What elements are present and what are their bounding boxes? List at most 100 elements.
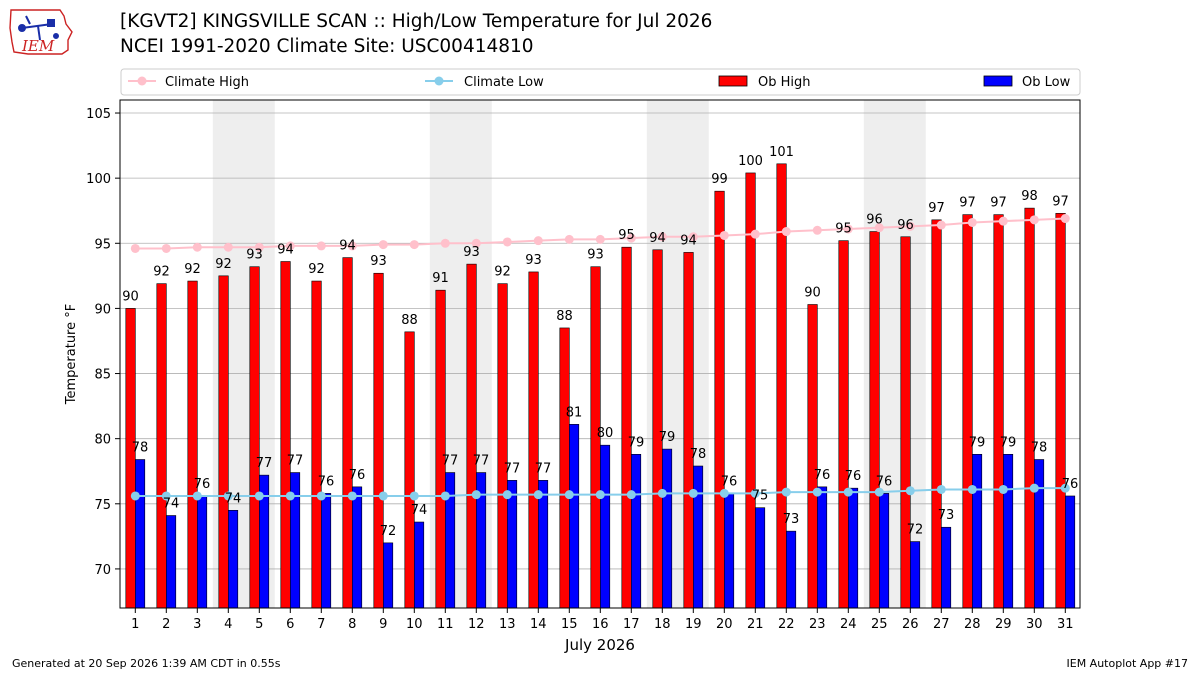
climate-low-marker [688,488,698,498]
climate-high-marker [533,236,543,246]
iem-logo: IEM [9,9,73,55]
legend-climate-high-marker [137,76,147,86]
ob-high-value-label: 93 [587,248,604,263]
x-tick-label: 9 [379,617,387,632]
climate-high-marker [595,234,605,244]
climate-high-marker [161,243,171,253]
legend-climate-high-label: Climate High [165,75,249,90]
ob-high-bar [931,219,942,609]
x-tick-label: 3 [193,617,201,632]
climate-low-marker [502,490,512,500]
ob-high-bar [497,283,508,609]
x-tick-label: 31 [1057,617,1074,632]
climate-high-marker [378,240,388,250]
climate-low-marker [378,491,388,501]
ob-low-bar [506,480,518,609]
climate-low-marker [905,486,915,496]
climate-low-marker [1029,483,1039,493]
ob-low-bar [1002,453,1014,609]
legend: Climate High Climate Low Ob High Ob Low [120,68,1081,96]
ob-high-bar [125,308,136,609]
ob-low-bar [166,515,177,609]
climate-low-marker [285,491,295,501]
ob-low-value-label: 74 [163,497,180,512]
climate-high-marker [874,223,884,233]
climate-low-marker [750,488,760,498]
ob-low-bar [135,459,146,609]
climate-high-marker [254,242,264,252]
ob-low-value-label: 77 [504,461,521,476]
ob-high-bar [869,231,880,609]
ob-low-value-label: 76 [1062,477,1079,492]
ob-low-value-label: 76 [721,474,738,489]
ob-low-bar [599,444,611,609]
ob-high-value-label: 95 [835,222,852,237]
ob-low-bar [1065,495,1076,609]
climate-high-marker [316,241,326,251]
ob-high-value-label: 95 [618,228,635,243]
ob-high-value-label: 101 [769,145,794,160]
state-outline-icon [9,9,73,55]
ob-high-bar [807,304,818,609]
legend-climate-low-label: Climate Low [464,75,544,90]
x-tick-label: 25 [871,617,888,632]
x-tick-label: 10 [406,617,423,632]
ob-low-value-label: 79 [659,430,676,445]
ob-high-value-label: 97 [928,201,945,216]
x-tick-label: 7 [317,617,325,632]
logo-text: IEM [21,37,55,55]
ob-high-value-label: 99 [711,172,728,187]
ob-high-bar [1024,207,1035,609]
ob-high-value-label: 93 [525,253,542,268]
climate-high-marker [688,232,698,242]
climate-low-marker [471,490,481,500]
ob-low-value-label: 74 [411,503,428,518]
climate-low-marker [130,491,140,501]
ob-low-bar [692,465,704,609]
climate-lines [130,214,1070,501]
climate-high-marker [409,240,419,250]
ob-high-bar [714,190,725,609]
ob-high-bar [683,252,694,609]
ob-high-bar [435,289,446,609]
x-tick-label: 19 [685,617,702,632]
ob-low-bar [413,521,425,609]
climate-high-marker [502,237,512,247]
ob-low-bar [228,510,239,609]
ob-low-value-label: 77 [442,454,459,469]
ob-low-value-label: 76 [845,469,862,484]
x-tick-label: 18 [654,617,671,632]
ob-high-value-label: 96 [866,213,883,228]
x-tick-label: 20 [716,617,733,632]
ob-low-value-label: 73 [938,508,955,523]
ob-high-value-label: 92 [308,262,325,277]
ob-high-value-label: 97 [1052,194,1069,209]
ob-high-bar [559,327,570,609]
ob-low-bar [661,448,673,609]
ob-high-bar [280,261,291,609]
ob-low-value-label: 80 [597,426,614,441]
bar-labels: 90 92 92 92 93 94 92 94 93 88 91 93 92 93 88 93 95 94 94 99… [122,145,1078,539]
climate-high-marker [192,242,202,252]
climate-low-marker [223,491,233,501]
ob-high-value-label: 90 [122,289,139,304]
ob-high-value-label: 88 [556,309,573,324]
climate-low-marker [998,484,1008,494]
y-tick-label: 95 [94,237,111,252]
x-tick-label: 6 [286,617,294,632]
climate-low-marker [192,491,202,501]
ob-high-value-label: 94 [680,233,697,248]
ob-low-value-label: 77 [256,456,273,471]
ob-low-value-label: 79 [969,435,986,450]
ob-high-value-label: 100 [738,154,763,169]
climate-low-marker [936,484,946,494]
x-tick-label: 28 [964,617,981,632]
x-tick-label: 24 [840,617,857,632]
ob-high-bar [187,280,198,609]
ob-low-bar [971,453,983,609]
climate-low-marker [316,491,326,501]
app-credit: IEM Autoplot App #17 [1066,657,1189,670]
ob-low-value-label: 81 [566,405,583,420]
climate-high-marker [998,216,1008,226]
